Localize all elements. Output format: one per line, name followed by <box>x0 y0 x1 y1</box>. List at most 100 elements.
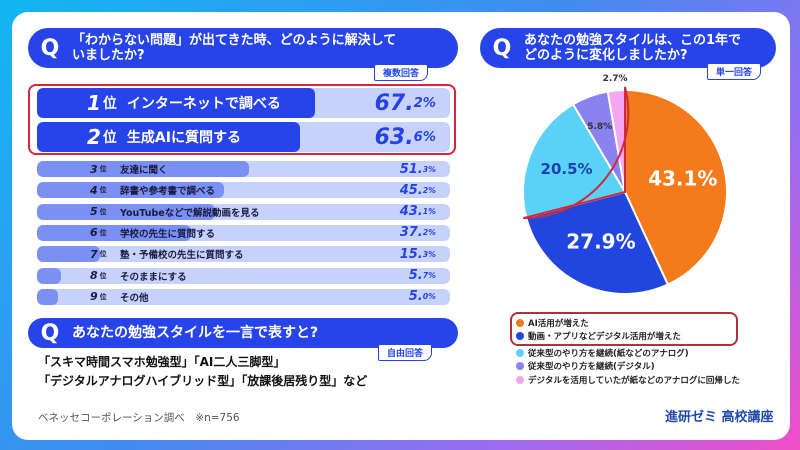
item-label: その他 <box>120 292 149 304</box>
legend-item: 従来型のやり方を継続(紙などのアナログ) <box>516 346 740 360</box>
question-3-title: あなたの勉強スタイルは、この1年で <box>524 33 742 48</box>
legend-item: 動画・アプリなどデジタル活用が増えた <box>516 330 740 344</box>
percentage: 15. 3% <box>400 246 436 262</box>
rank-number: 4 <box>90 183 98 197</box>
legend-highlight <box>510 312 738 346</box>
percentage-int: 67. <box>374 90 414 116</box>
item-label: 生成AIに質問する <box>126 130 241 146</box>
rank-number: 6 <box>90 226 98 240</box>
percentage-int: 5. <box>408 289 423 305</box>
item-label: 塾・予備校の先生に質問する <box>120 250 244 262</box>
ranking-bar-fill <box>37 288 58 305</box>
percentage-dec: 6% <box>413 129 436 145</box>
ranking-bar-fill <box>37 267 61 284</box>
q-icon: Q <box>40 320 60 346</box>
legend-label: 従来型のやり方を継続(デジタル) <box>528 362 655 373</box>
legend-label: AI活用が増えた <box>528 318 589 329</box>
question-2-header: Q あなたの勉強スタイルを一言で表すと? <box>28 318 458 348</box>
single-answer-tag: 単一回答 <box>707 63 762 80</box>
legend-label: デジタルを活用していたが紙などのアナログに回帰した <box>528 375 740 386</box>
rank-suffix: 位 <box>99 271 107 280</box>
percentage-dec: 2% <box>413 95 436 111</box>
brand-logo: 進研ゼミ 高校講座 <box>665 410 774 425</box>
percentage-dec: 1% <box>422 207 436 217</box>
rank-suffix: 位 <box>102 130 117 146</box>
pie-data-label: 2.7% <box>603 74 628 84</box>
rank-number: 7 <box>90 247 98 261</box>
ranking-label: 2 位生成AIに質問する <box>87 122 241 152</box>
legend-dot-icon <box>516 348 524 357</box>
item-label: 友達に聞く <box>120 165 168 176</box>
rank-number: 8 <box>90 269 98 282</box>
question-3-header: Q あなたの勉強スタイルは、この1年で どのように変化しましたか? <box>480 28 776 68</box>
ranking-bar-fill <box>37 88 315 118</box>
item-label: インターネットで調べる <box>126 96 281 112</box>
answer-line: 「スキマ時間スマホ勉強型」「AI二人三脚型」 <box>38 355 286 369</box>
percentage-dec: 7% <box>422 271 436 280</box>
legend-label: 動画・アプリなどデジタル活用が増えた <box>528 332 681 343</box>
rank-number: 5 <box>90 205 98 219</box>
legend-dot-icon <box>516 375 524 384</box>
percentage-dec: 2% <box>422 228 436 238</box>
pie-data-label: 43.1% <box>648 166 717 190</box>
item-label: そのままにする <box>120 271 187 283</box>
item-label: 学校の先生に質問する <box>120 228 216 240</box>
percentage: 43. 1% <box>400 204 436 220</box>
rank-suffix: 位 <box>99 292 107 301</box>
free-answers: 「スキマ時間スマホ勉強型」「AI二人三脚型」 「デジタルアナログハイブリッド型」… <box>38 353 367 391</box>
rank-suffix: 位 <box>99 186 107 195</box>
legend-item: AI活用が増えた <box>516 316 740 330</box>
rank-suffix: 位 <box>99 207 107 216</box>
percentage: 67. 2% <box>375 88 436 118</box>
multiple-answer-tag: 複数回答 <box>374 64 429 81</box>
legend-dot-icon <box>516 362 524 371</box>
legend-dot-icon <box>516 318 524 327</box>
percentage-dec: 3% <box>422 249 436 259</box>
top-slices-highlight <box>523 86 630 220</box>
question-2-title: あなたの勉強スタイルを一言で表すと? <box>72 324 319 341</box>
rank-number: 3 <box>90 162 98 176</box>
percentage-int: 37. <box>399 225 423 241</box>
ranking-bar-fill <box>37 246 101 263</box>
pie-slice <box>624 88 728 286</box>
percentage-dec: 0% <box>422 292 436 302</box>
percentage-int: 15. <box>399 246 423 262</box>
question-1-header: Q 「わからない問題」が出てきた時、どのように解決して いましたか? <box>28 28 458 68</box>
question-1-title-2: いましたか? <box>72 48 145 63</box>
free-answer-tag: 自由回答 <box>378 344 433 361</box>
q-icon: Q <box>492 35 512 61</box>
item-label: 辞書や参考書で調べる <box>120 186 216 198</box>
legend-item: 従来型のやり方を継続(デジタル) <box>516 360 740 374</box>
rank-suffix: 位 <box>99 165 107 173</box>
pie-data-label: 20.5% <box>541 160 593 178</box>
pie-data-label: 27.9% <box>566 230 635 254</box>
pie-legend: AI活用が増えた動画・アプリなどデジタル活用が増えた従来型のやり方を継続(紙など… <box>516 316 740 387</box>
ranking-bar-fill <box>37 203 215 220</box>
pie-slice <box>522 102 627 219</box>
ranking-bar-fill <box>37 224 191 241</box>
rank-number: 2 <box>87 125 101 149</box>
rank-number: 9 <box>90 290 98 304</box>
legend-item: デジタルを活用していたが紙などのアナログに回帰した <box>516 373 740 387</box>
pie-slice <box>524 190 670 295</box>
percentage-dec: 2% <box>422 185 436 195</box>
rank-suffix: 位 <box>99 250 107 259</box>
percentage-int: 43. <box>399 204 423 220</box>
rank-suffix: 位 <box>102 96 117 112</box>
percentage-int: 5. <box>408 268 423 283</box>
legend-dot-icon <box>516 332 524 341</box>
pie-data-label: 5.8% <box>587 122 612 132</box>
top-two-highlight <box>28 84 456 155</box>
percentage-int: 51. <box>399 161 423 177</box>
ranking-bar-fill <box>37 182 224 199</box>
